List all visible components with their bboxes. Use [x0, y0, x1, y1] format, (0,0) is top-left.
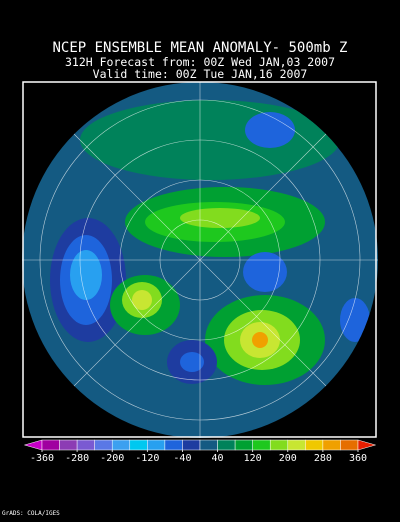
colorbar-label: 360 [349, 453, 367, 464]
colorbar-label: -200 [100, 453, 124, 464]
colorbar-label: -120 [135, 453, 159, 464]
map [22, 81, 378, 438]
colorbar-box [59, 439, 78, 451]
colorbar-box [182, 439, 201, 451]
graticule [22, 82, 378, 438]
colorbar-box [147, 439, 166, 451]
title: NCEP ENSEMBLE MEAN ANOMALY- 500mb Z [52, 40, 347, 56]
colorbar-label: 200 [279, 453, 297, 464]
colorbar-label: 120 [244, 453, 262, 464]
colorbar-box [234, 439, 253, 451]
colorbar-box [111, 439, 131, 451]
colorbar-box [41, 439, 60, 451]
map-frame [22, 81, 377, 438]
colorbar-box [94, 439, 113, 451]
colorbar-label: -280 [65, 453, 89, 464]
colorbar-label: 280 [314, 453, 332, 464]
colorbar-end-high [357, 439, 377, 451]
colorbar-box [129, 439, 148, 451]
colorbar-box [76, 439, 95, 451]
valid-line: Valid time: 00Z Tue JAN,16 2007 [93, 67, 308, 81]
colorbar: -360 -280 -200 -120 -40 40 120 200 280 360 [23, 439, 377, 464]
footer: GrADS: COLA/IGES [2, 510, 60, 517]
colorbar-box [269, 439, 289, 451]
colorbar-box [340, 439, 359, 451]
colorbar-box [322, 439, 341, 451]
colorbar-box [199, 439, 218, 451]
colorbar-box [252, 439, 271, 451]
colorbar-box [217, 439, 236, 451]
colorbar-box [287, 439, 306, 451]
colorbar-label: 40 [212, 453, 224, 464]
colorbar-box [164, 439, 183, 451]
colorbar-label: -360 [30, 453, 54, 464]
colorbar-box [305, 439, 324, 451]
forecast-line: 312H Forecast from: 00Z Wed JAN,03 2007 [65, 55, 335, 69]
colorbar-label: -40 [173, 453, 191, 464]
